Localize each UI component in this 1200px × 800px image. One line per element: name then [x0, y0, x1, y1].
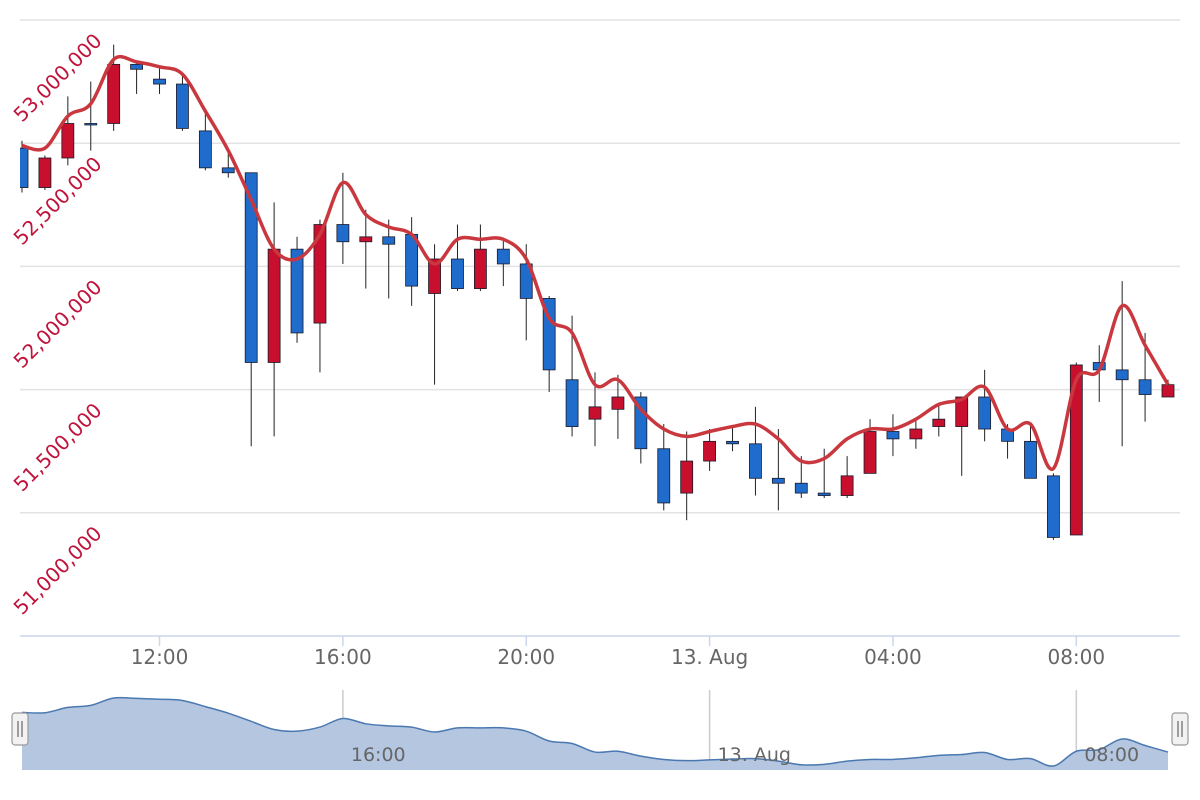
candle-body: [20, 147, 29, 188]
candle-body: [749, 443, 762, 479]
y-tick-label: 51,000,000: [9, 521, 107, 619]
candle-body: [611, 396, 625, 410]
candle-body: [267, 248, 281, 363]
x-tick-label: 16:00: [314, 645, 372, 669]
candle-body: [153, 78, 166, 85]
candle-body: [107, 63, 121, 124]
candle-body: [290, 248, 304, 334]
candle-body: [771, 477, 785, 484]
candle-body: [886, 431, 900, 440]
candle-body: [703, 440, 716, 462]
navigator-tick-label: 13. Aug: [718, 744, 791, 766]
candle-body: [84, 123, 98, 126]
candle-body: [451, 258, 464, 289]
candle-body: [657, 448, 671, 504]
candle-body: [1024, 440, 1037, 479]
candle-body: [1161, 384, 1175, 398]
candle-body: [382, 236, 396, 245]
navigator: 16:00 13. Aug 08:00: [11, 690, 1189, 770]
x-tick-label: 04:00: [864, 645, 922, 669]
candle-body: [955, 396, 969, 427]
overlay-line: [21, 54, 1170, 471]
x-tick-label: 08:00: [1047, 645, 1105, 669]
candle-body: [1047, 475, 1060, 538]
candle-body: [542, 298, 556, 371]
candle-body: [1069, 364, 1083, 536]
y-tick-label: 51,500,000: [9, 398, 107, 496]
candle-body: [932, 418, 946, 427]
candle-body: [198, 130, 212, 169]
candle-body: [428, 258, 441, 294]
candle-body: [38, 157, 52, 188]
x-tick-label: 20:00: [497, 645, 555, 669]
candle-body: [863, 431, 877, 474]
candle-body: [588, 406, 602, 420]
candle-body: [794, 482, 808, 494]
candle-body: [565, 379, 579, 427]
candle-body: [817, 492, 831, 496]
candle-body: [909, 428, 923, 440]
plot-area: [20, 44, 1175, 540]
handle-box: [11, 712, 29, 746]
x-tick-label: 13. Aug: [671, 645, 748, 669]
candle-body: [244, 172, 258, 363]
candle-body: [130, 63, 144, 70]
candle-body: [634, 396, 648, 450]
candle-body: [336, 224, 350, 243]
candle-body: [680, 460, 694, 494]
candle-body: [1115, 369, 1129, 381]
navigator-tick-label: 08:00: [1084, 744, 1139, 766]
navigator-handle[interactable]: [11, 712, 29, 746]
x-tick-label: 12:00: [131, 645, 189, 669]
candle-body: [313, 224, 327, 324]
navigator-tick-label: 16:00: [351, 744, 406, 766]
candle-body: [840, 475, 854, 496]
candle-body: [473, 248, 487, 289]
navigator-handle[interactable]: [1171, 712, 1189, 746]
navigator-line: [21, 696, 1169, 767]
navigator-series: [21, 696, 1169, 770]
candle-body: [61, 123, 75, 159]
candle-body: [359, 236, 373, 243]
candle-body: [176, 83, 189, 129]
candle-body: [221, 167, 235, 174]
y-tick-label: 53,000,000: [9, 29, 107, 127]
candle-body: [1138, 379, 1152, 395]
candle-body: [519, 263, 533, 299]
navigator-area: [22, 697, 1168, 770]
candle-body: [726, 440, 739, 445]
candle-body: [496, 248, 510, 265]
candle-body: [978, 396, 992, 430]
y-tick-label: 52,000,000: [9, 275, 107, 373]
handle-box: [1171, 712, 1189, 746]
